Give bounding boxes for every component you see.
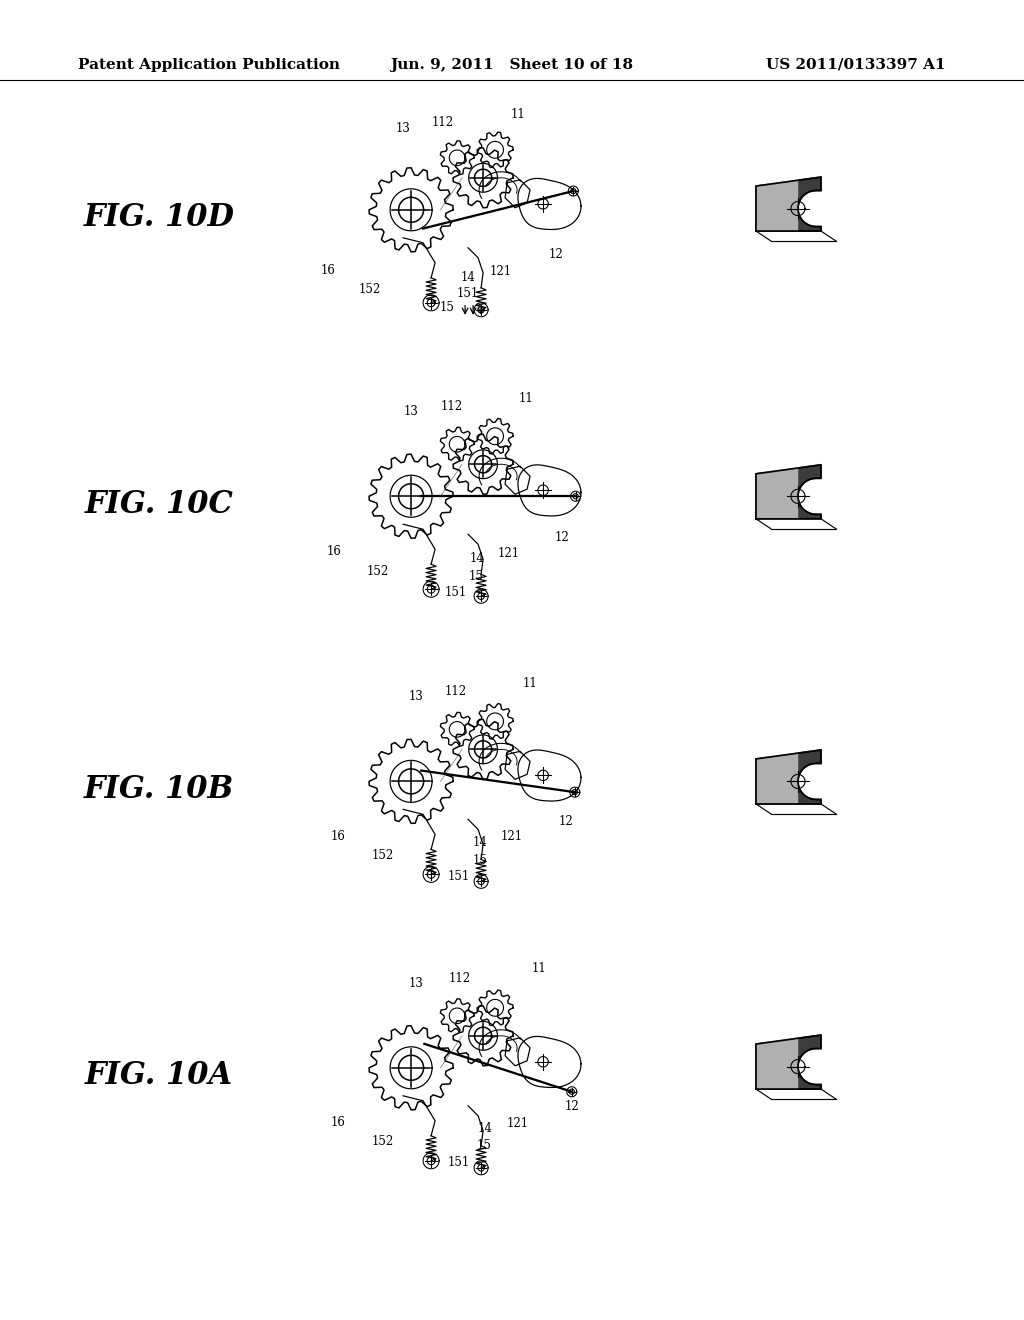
Text: 13: 13 <box>409 977 423 990</box>
Text: 12: 12 <box>549 248 563 261</box>
Text: 11: 11 <box>519 392 534 405</box>
Text: 16: 16 <box>331 830 345 843</box>
Text: 152: 152 <box>358 282 381 296</box>
Polygon shape <box>756 177 821 231</box>
Text: 16: 16 <box>321 264 335 277</box>
Text: 152: 152 <box>367 565 389 578</box>
Text: Jun. 9, 2011   Sheet 10 of 18: Jun. 9, 2011 Sheet 10 of 18 <box>390 58 634 73</box>
Text: 16: 16 <box>331 1115 345 1129</box>
Polygon shape <box>756 465 821 519</box>
Text: 112: 112 <box>449 972 471 985</box>
Text: 14: 14 <box>470 552 484 565</box>
Text: 15: 15 <box>440 301 455 314</box>
Text: 13: 13 <box>409 690 423 704</box>
Text: 152: 152 <box>372 1135 394 1148</box>
Text: 15: 15 <box>477 1139 492 1152</box>
Polygon shape <box>756 1035 799 1089</box>
Text: 13: 13 <box>396 121 411 135</box>
Text: 152: 152 <box>372 849 394 862</box>
Text: US 2011/0133397 A1: US 2011/0133397 A1 <box>766 58 946 73</box>
Text: 151: 151 <box>457 286 479 300</box>
Text: FIG. 10C: FIG. 10C <box>84 488 233 520</box>
Text: 112: 112 <box>431 116 454 129</box>
Text: 11: 11 <box>511 108 525 121</box>
Text: 121: 121 <box>498 546 520 560</box>
Text: 112: 112 <box>444 685 467 698</box>
Text: 121: 121 <box>507 1117 529 1130</box>
Polygon shape <box>756 465 799 519</box>
Text: 12: 12 <box>555 531 569 544</box>
Text: 12: 12 <box>565 1100 580 1113</box>
Text: FIG. 10B: FIG. 10B <box>84 774 233 805</box>
Text: 14: 14 <box>473 836 487 849</box>
Text: 11: 11 <box>531 962 546 975</box>
Text: 151: 151 <box>447 870 470 883</box>
Text: 15: 15 <box>473 854 487 867</box>
Text: 151: 151 <box>447 1156 470 1170</box>
Text: 13: 13 <box>403 405 418 418</box>
Polygon shape <box>756 750 799 804</box>
Text: FIG. 10A: FIG. 10A <box>85 1060 232 1092</box>
Text: 112: 112 <box>440 400 463 413</box>
Polygon shape <box>756 750 821 804</box>
Text: 14: 14 <box>461 271 475 284</box>
Text: 12: 12 <box>559 814 573 828</box>
Text: FIG. 10D: FIG. 10D <box>83 202 234 234</box>
Text: 11: 11 <box>523 677 538 690</box>
Polygon shape <box>756 177 799 231</box>
Text: 15: 15 <box>469 570 483 583</box>
Text: 16: 16 <box>327 545 341 558</box>
Text: 151: 151 <box>444 586 467 599</box>
Polygon shape <box>756 1035 821 1089</box>
Text: 14: 14 <box>478 1122 493 1135</box>
Text: 121: 121 <box>489 265 512 279</box>
Text: 121: 121 <box>501 830 523 843</box>
Text: Patent Application Publication: Patent Application Publication <box>78 58 340 73</box>
